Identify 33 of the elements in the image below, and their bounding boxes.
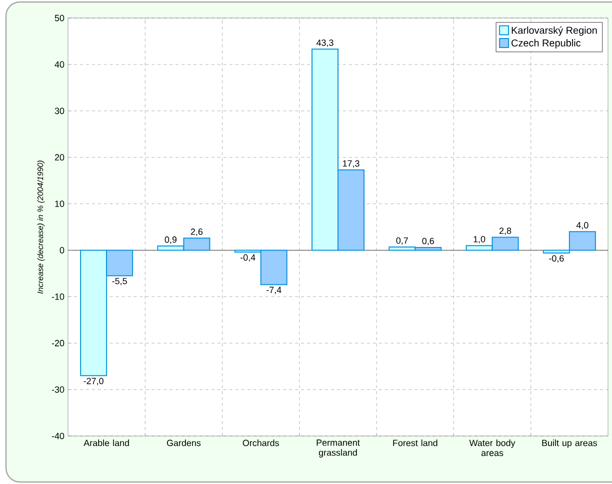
x-tick-label: Water body areas <box>469 440 516 456</box>
data-label: 4,0 <box>576 222 588 230</box>
y-tick-label: 20 <box>54 154 64 161</box>
y-tick-label: 30 <box>54 108 64 114</box>
data-label: 0,7 <box>396 237 408 245</box>
data-label: -7,4 <box>266 286 282 294</box>
x-tick-label: Gardens <box>166 440 201 446</box>
data-label: -0,6 <box>549 255 564 263</box>
x-tick-label: Built up areas <box>542 440 597 448</box>
data-label: 2,6 <box>190 228 203 236</box>
x-tick-label: Permanent grassland <box>316 440 360 458</box>
y-tick-label: 0 <box>60 247 64 254</box>
y-tick-label: -40 <box>52 432 64 440</box>
data-label: 0,6 <box>422 238 434 246</box>
x-tick-label: Arable land <box>84 440 129 446</box>
data-label: 17,3 <box>342 160 360 168</box>
y-tick-label: -30 <box>52 386 64 393</box>
data-label: -5,5 <box>112 278 127 286</box>
data-label: -0,4 <box>240 254 256 262</box>
data-label: 2,8 <box>500 228 512 236</box>
x-tick-label: Orchards <box>242 440 279 446</box>
legend-label: Karlovarský Region <box>512 26 597 36</box>
x-tick-label: Forest land <box>393 440 438 446</box>
y-tick-label: 50 <box>54 14 64 22</box>
y-tick-label: -10 <box>52 293 64 300</box>
data-label: 43,3 <box>316 40 334 47</box>
y-tick-label: 40 <box>54 61 64 68</box>
y-tick-label: 10 <box>55 200 64 207</box>
data-label: 1,0 <box>474 236 486 244</box>
legend-label: Czech Republic <box>512 39 581 48</box>
y-tick-label: -20 <box>52 340 64 346</box>
data-label: -27,0 <box>84 378 104 386</box>
data-label: 0,9 <box>164 236 177 244</box>
